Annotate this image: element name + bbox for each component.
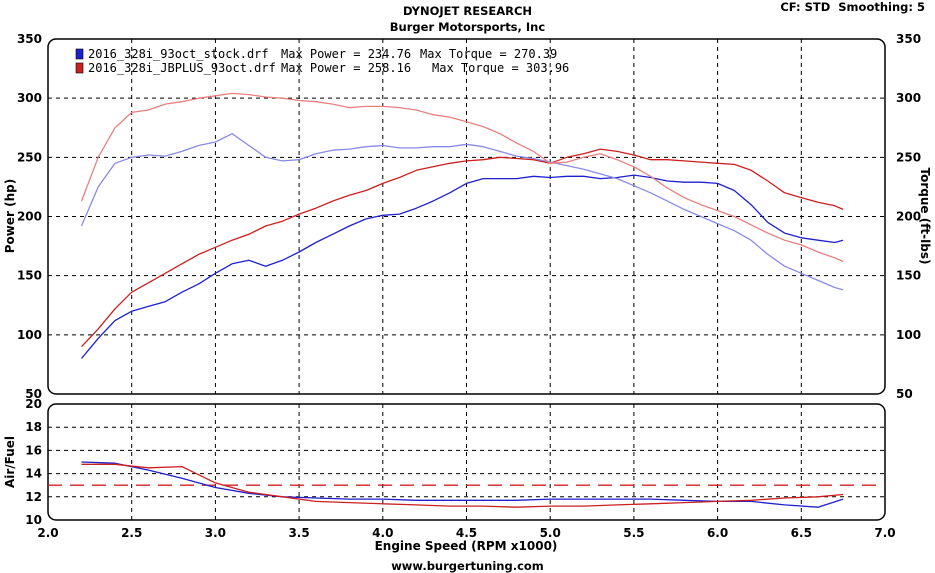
y2-tick-label: 50 [896,387,913,401]
x-axis-label: Engine Speed (RPM x1000) [375,539,558,553]
legend-max-power: Max Power = 258.16 [281,61,411,75]
power-curve [81,148,844,348]
x-tick-label: 3.5 [288,526,309,540]
y-tick-label: 100 [17,328,42,342]
y-tick-label: 150 [17,269,42,283]
x-tick-label: 2.0 [37,526,58,540]
torque-curve [80,92,844,263]
settings-label: CF: STD Smoothing: 5 [780,0,925,14]
chart-title: DYNOJET RESEARCH [402,4,533,18]
power-curve [81,174,844,359]
x-tick-label: 3.0 [205,526,226,540]
y-tick-label: 300 [17,91,42,105]
x-tick-label: 7.0 [874,526,895,540]
y2-axis-label: Torque (ft-lbs) [918,168,932,265]
y2-tick-label: 350 [896,32,921,46]
legend-max-torque: Max Torque = 303.96 [432,61,569,75]
y2-tick-label: 100 [896,328,921,342]
y-tick-label: 200 [17,210,42,224]
legend-swatch [75,48,84,60]
x-tick-label: 6.5 [791,526,812,540]
chart-subtitle: Burger Motorsports, Inc [389,20,546,34]
x-tick-label: 5.5 [623,526,644,540]
x-tick-label: 2.5 [121,526,142,540]
y-tick-label: 50 [25,387,42,401]
legend-max-power: Max Power = 234.76 [281,47,411,61]
x-tick-label: 4.5 [456,526,477,540]
legend-file: 2016_328i_93oct_stock.drf [88,47,269,61]
y2-tick-label: 300 [896,91,921,105]
afr-y-tick-label: 16 [25,443,42,457]
afr-y-tick-label: 18 [25,420,42,434]
y2-tick-label: 250 [896,150,921,164]
legend-file: 2016_328i_JBPLUS_93oct.drf [88,61,276,75]
y2-tick-label: 150 [896,269,921,283]
afr-y-tick-label: 20 [25,397,42,411]
y-tick-label: 250 [17,150,42,164]
torque-curve [80,133,844,291]
afr-y-tick-label: 14 [25,467,42,481]
afr-y-tick-label: 10 [25,513,42,527]
x-tick-label: 5.0 [540,526,561,540]
x-tick-label: 4.0 [372,526,393,540]
legend-swatch [75,62,84,74]
x-tick-label: 6.0 [707,526,728,540]
y-tick-label: 350 [17,32,42,46]
y2-tick-label: 200 [896,210,921,224]
footer-url: www.burgertuning.com [391,559,544,573]
afr-y-axis-label: Air/Fuel [3,436,17,488]
y-axis-label: Power (hp) [3,179,17,253]
afr-curve [81,463,844,508]
afr-y-tick-label: 12 [25,490,42,504]
legend-max-torque: Max Torque = 270.39 [420,47,557,61]
